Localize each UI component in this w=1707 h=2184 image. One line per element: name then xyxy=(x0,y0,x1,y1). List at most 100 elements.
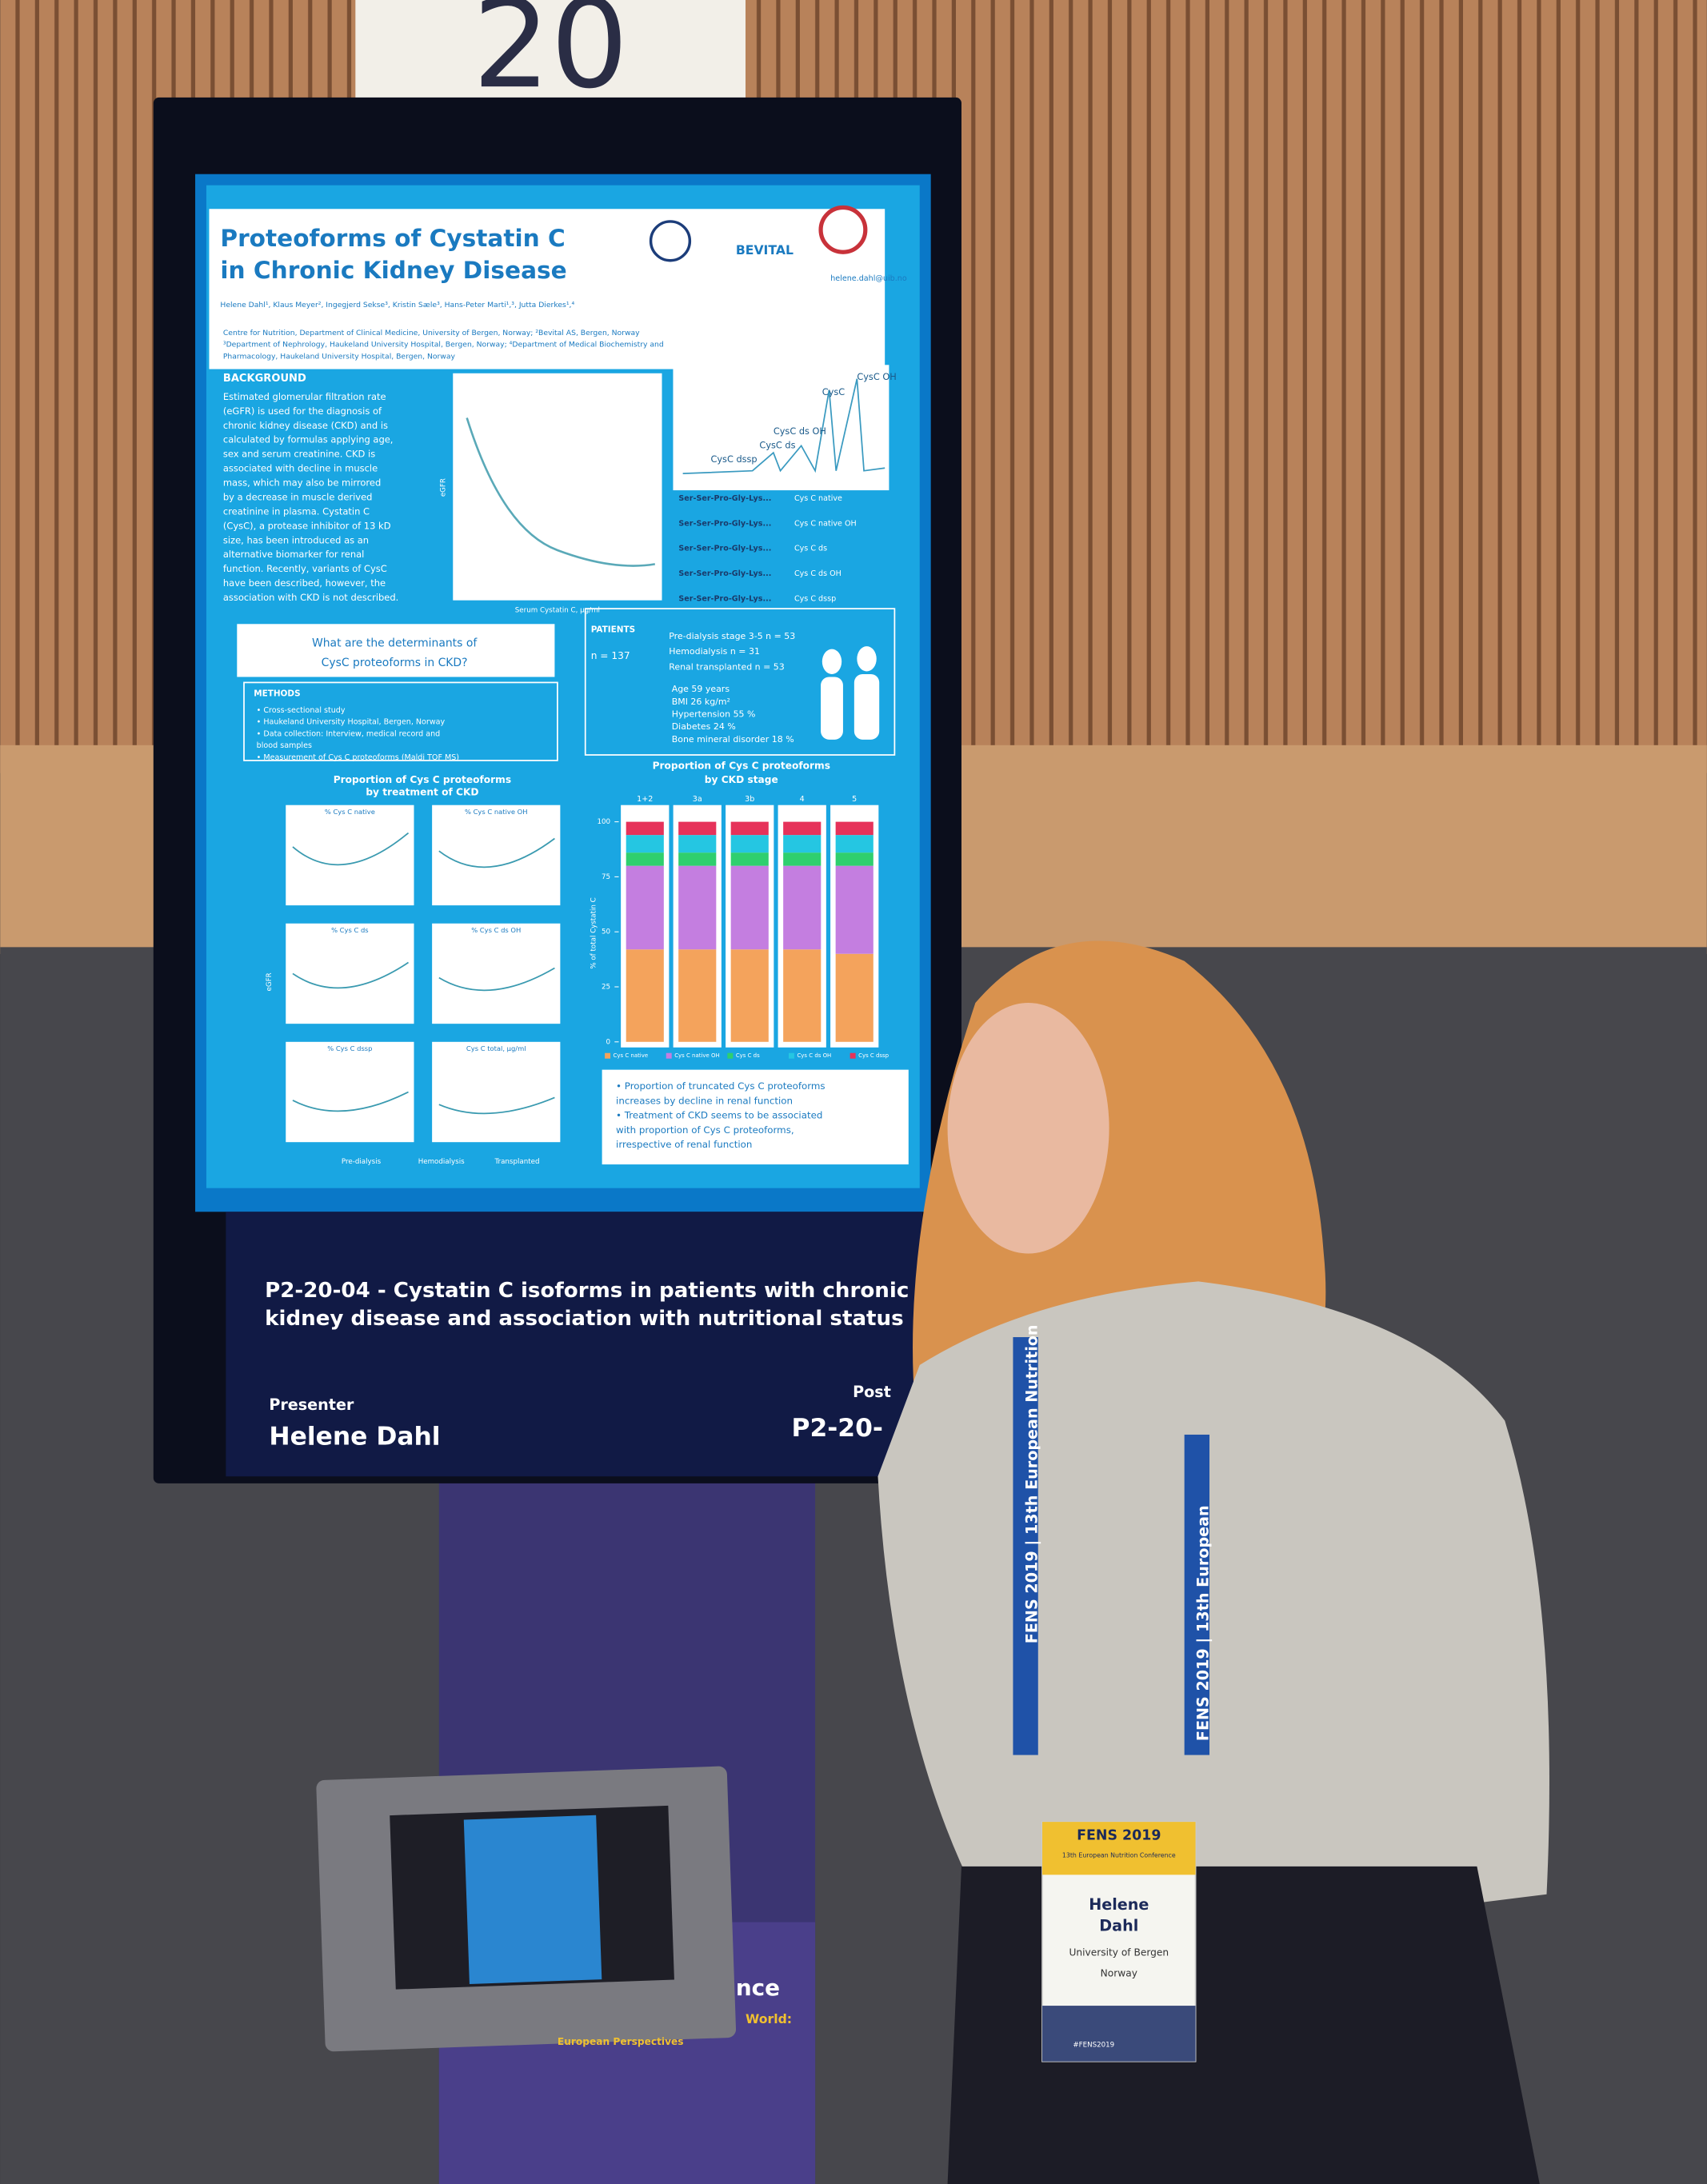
bar-segment xyxy=(783,852,822,866)
booth-number: 20 xyxy=(473,0,629,116)
legend-swatch xyxy=(605,1052,611,1059)
bar-segment xyxy=(730,852,769,866)
background-text: chronic kidney disease (CKD) and is xyxy=(223,420,388,431)
section-heading: BACKGROUND xyxy=(223,373,306,385)
badge-footer xyxy=(1042,2006,1196,2062)
panel-curve xyxy=(292,832,410,866)
badge-event: FENS 2019 xyxy=(1077,1828,1161,1844)
legend-entry: Cys C native OH xyxy=(674,1052,720,1059)
badge-header xyxy=(1042,1822,1196,1875)
legend-entry: Cys C ds xyxy=(736,1052,760,1059)
peptide-sequence: Ser-Ser-Pro-Gly-Lys... xyxy=(678,545,771,553)
poster-label: Post xyxy=(853,1383,891,1401)
patient-stat: Hypertension 55 % xyxy=(672,709,756,719)
peptide-name: Cys C native xyxy=(794,494,842,503)
bar-segment xyxy=(678,835,717,853)
peptide-sequence: Ser-Ser-Pro-Gly-Lys... xyxy=(678,519,771,528)
chart-title: by treatment of CKD xyxy=(366,787,478,798)
section-heading: METHODS xyxy=(254,689,300,698)
bar-segment xyxy=(835,865,873,954)
legend-entry: Transplanted xyxy=(494,1158,540,1166)
question-text: What are the determinants of xyxy=(312,637,478,650)
abstract-title: kidney disease and association with nutr… xyxy=(265,1307,904,1331)
lanyard-strap xyxy=(1184,1434,1210,1755)
bar-segment xyxy=(835,835,873,853)
patient-group: Pre-dialysis stage 3-5 n = 53 xyxy=(669,631,795,641)
chart-title: by CKD stage xyxy=(705,774,778,785)
bar-segment xyxy=(678,821,717,836)
bar-segment xyxy=(783,949,822,1042)
chart-title: Proportion of Cys C proteoforms xyxy=(653,760,830,771)
chart-title: Proportion of Cys C proteoforms xyxy=(334,774,511,785)
panel-title: % Cys C ds xyxy=(331,926,369,934)
peptide-sequence: Ser-Ser-Pro-Gly-Lys... xyxy=(678,569,771,578)
methods-item: • Data collection: Interview, medical re… xyxy=(257,729,441,738)
legend-entry: Cys C native xyxy=(614,1052,649,1059)
peak-label: CysC OH xyxy=(857,371,896,382)
methods-item: • Measurement of Cys C proteoforms (Mald… xyxy=(257,753,459,762)
bar-segment xyxy=(783,865,822,950)
background-text: sex and serum creatinine. CKD is xyxy=(223,449,375,460)
patients-n: n = 137 xyxy=(591,650,630,661)
background-text: Estimated glomerular filtration rate xyxy=(223,391,386,402)
screen-info-panel xyxy=(226,1212,923,1477)
poster-affiliation: ³Department of Nephrology, Haukeland Uni… xyxy=(223,341,664,349)
peak-label: CysC dssp xyxy=(710,453,757,465)
bar-segment xyxy=(730,865,769,950)
background-text: alternative biomarker for renal xyxy=(223,549,364,560)
bar-segment xyxy=(678,865,717,950)
x-tick-label: 4 xyxy=(800,795,805,804)
methods-item: • Cross-sectional study xyxy=(257,706,346,715)
bar-segment xyxy=(626,835,664,853)
background-text: (eGFR) is used for the diagnosis of xyxy=(223,405,382,417)
poster-affiliation: Centre for Nutrition, Department of Clin… xyxy=(223,329,640,337)
poster-id: P2-20- xyxy=(791,1414,882,1443)
patient-group: Renal transplanted n = 53 xyxy=(669,661,785,672)
legend-swatch xyxy=(666,1052,672,1059)
poster-email: helene.dahl@uib.no xyxy=(830,274,907,283)
presenter-name: Helene Dahl xyxy=(269,1422,440,1451)
panel-title: % Cys C dssp xyxy=(327,1044,372,1052)
methods-item: • Haukeland University Hospital, Bergen,… xyxy=(257,718,446,727)
bar-segment xyxy=(730,949,769,1042)
background-text: size, has been introduced as an xyxy=(223,534,369,545)
axis-label: % of total Cystatin C xyxy=(590,897,598,968)
panel-curve xyxy=(438,1096,555,1115)
legend-entry: Cys C ds OH xyxy=(797,1052,831,1059)
panel-plot xyxy=(432,1041,561,1143)
banner-text: World: xyxy=(746,2011,792,2026)
panel-curve xyxy=(292,961,410,989)
sweater xyxy=(877,1281,1549,1909)
body-icons xyxy=(821,646,880,740)
conclusion-text: with proportion of Cys C proteoforms, xyxy=(616,1124,794,1136)
patient-stat: BMI 26 kg/m² xyxy=(672,697,730,707)
background-text: creatinine in plasma. Cystatin C xyxy=(223,505,370,517)
background-text: by a decrease in muscle derived xyxy=(223,491,373,502)
badge-hashtag: #FENS2019 xyxy=(1073,2041,1114,2049)
bar-segment xyxy=(835,821,873,836)
tablet-poster xyxy=(463,1815,602,1984)
poster-header xyxy=(209,209,885,369)
peak-label: CysC ds xyxy=(759,439,795,450)
bar-segment xyxy=(678,852,717,866)
bar-segment xyxy=(678,949,717,1042)
conclusion-text: increases by decline in renal function xyxy=(616,1095,793,1106)
stage-chart: 0 25 50 75 100 1+2 3a 3b 4 5 Cys C native Cys C nat… xyxy=(597,795,889,1059)
legend-entry: Hemodialysis xyxy=(418,1158,465,1166)
panel-curve xyxy=(438,837,555,868)
question-text: CysC proteoforms in CKD? xyxy=(322,657,468,669)
bar-segment xyxy=(626,821,664,836)
legend-swatch xyxy=(850,1052,856,1059)
conclusion-text: • Treatment of CKD seems to be associate… xyxy=(616,1110,822,1121)
section-heading: PATIENTS xyxy=(591,625,635,634)
x-tick-label: 1+2 xyxy=(637,795,653,804)
peptide-sequence: Ser-Ser-Pro-Gly-Lys... xyxy=(678,494,771,503)
skirt xyxy=(947,1866,1540,2184)
face xyxy=(947,1003,1109,1254)
nutrition-logo xyxy=(818,205,868,254)
badge-conference: 13th European Nutrition Conference xyxy=(1062,1851,1176,1859)
patient-stat: Diabetes 24 % xyxy=(672,721,736,732)
legend-swatch xyxy=(789,1052,794,1059)
